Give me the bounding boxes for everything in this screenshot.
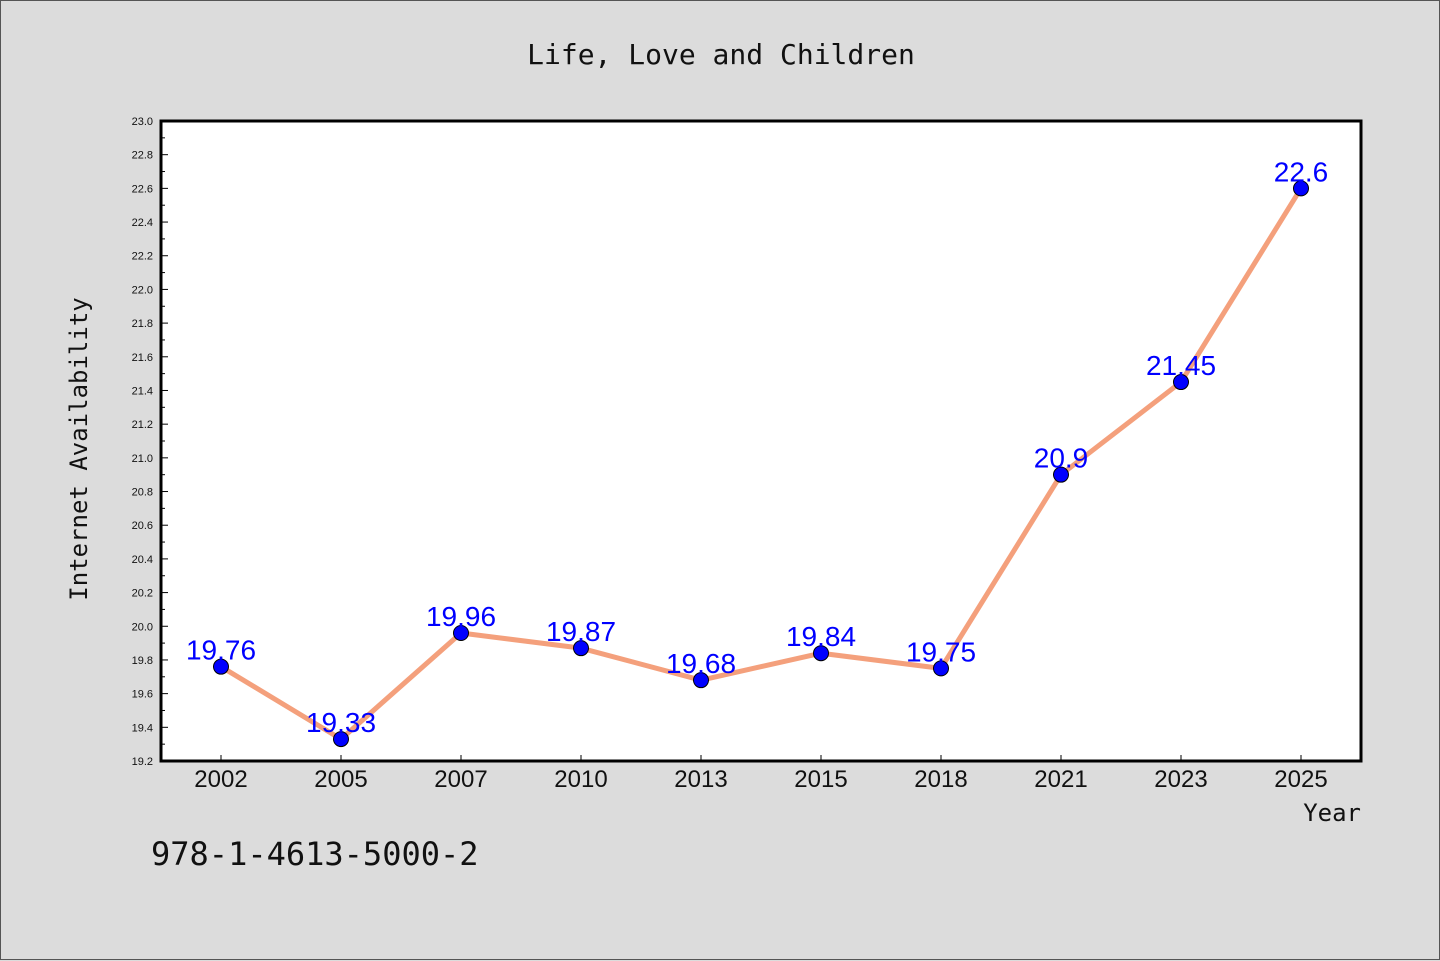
data-point (213, 658, 229, 675)
y-tick-label: 22.8 (132, 150, 153, 162)
chart-title: Life, Love and Children (527, 38, 915, 71)
data-point (573, 640, 589, 657)
data-point (933, 660, 949, 677)
y-tick-label: 23.0 (132, 116, 153, 128)
y-tick-label: 22.4 (132, 217, 153, 229)
data-label: 19.33 (306, 707, 376, 738)
x-tick-label: 2018 (914, 766, 967, 793)
isbn-annotation: 978-1-4613-5000-2 (151, 835, 479, 873)
series-layer: 19.76 19.33 19.96 19.87 19.68 19.84 19.75 20.9 2… (186, 156, 1329, 748)
y-tick-label: 19.8 (132, 655, 153, 667)
data-label: 19.87 (546, 616, 616, 647)
data-point (1053, 466, 1069, 483)
y-tick-label: 20.8 (132, 487, 153, 499)
data-label: 21.45 (1146, 350, 1216, 381)
y-axis: 19.2 19.4 19.6 19.8 20.0 20.2 20.4 20.6 20.8 21.0… (132, 116, 168, 768)
data-label: 19.76 (186, 635, 256, 666)
y-tick-label: 22.2 (132, 251, 153, 263)
x-tick-label: 2025 (1274, 766, 1327, 793)
x-tick-label: 2010 (554, 766, 607, 793)
y-axis-label: Internet Availability (65, 297, 93, 600)
series-line (218, 185, 1304, 742)
y-tick-label: 21.0 (132, 453, 153, 465)
data-point (1293, 180, 1309, 197)
y-tick-label: 20.2 (132, 588, 153, 600)
data-label: 19.68 (666, 648, 736, 679)
x-axis: 2002 2005 2007 2010 2013 2015 2018 2021 2023 2025 (194, 755, 1328, 793)
data-label: 19.75 (906, 636, 976, 667)
y-tick-label: 21.4 (132, 385, 153, 397)
data-point (333, 731, 349, 748)
data-label: 19.84 (786, 621, 856, 652)
x-axis-label: Year (1303, 799, 1361, 827)
y-tick-label: 20.0 (132, 621, 153, 633)
y-tick-label: 20.6 (132, 520, 153, 532)
x-tick-label: 2002 (194, 766, 247, 793)
data-label: 20.9 (1034, 443, 1089, 474)
x-tick-label: 2013 (674, 766, 727, 793)
x-tick-label: 2015 (794, 766, 847, 793)
data-point (813, 645, 829, 662)
y-tick-label: 20.4 (132, 554, 153, 566)
data-point (693, 672, 709, 689)
plot-area (159, 119, 1363, 763)
data-point (453, 625, 469, 641)
data-label: 22.6 (1274, 156, 1329, 187)
x-tick-label: 2021 (1034, 766, 1087, 793)
y-tick-label: 21.2 (132, 419, 153, 431)
y-tick-label: 21.6 (132, 352, 153, 364)
y-tick-label: 19.6 (132, 689, 153, 701)
data-point (1173, 374, 1189, 391)
y-tick-label: 19.4 (132, 722, 153, 734)
x-tick-label: 2005 (314, 766, 367, 793)
x-tick-label: 2007 (434, 766, 487, 793)
y-tick-label: 19.2 (132, 756, 153, 768)
y-tick-label: 22.0 (132, 284, 153, 296)
y-tick-label: 21.8 (132, 318, 153, 330)
y-tick-label: 22.6 (132, 183, 153, 195)
data-label: 19.96 (426, 601, 496, 632)
x-tick-label: 2023 (1154, 766, 1207, 793)
